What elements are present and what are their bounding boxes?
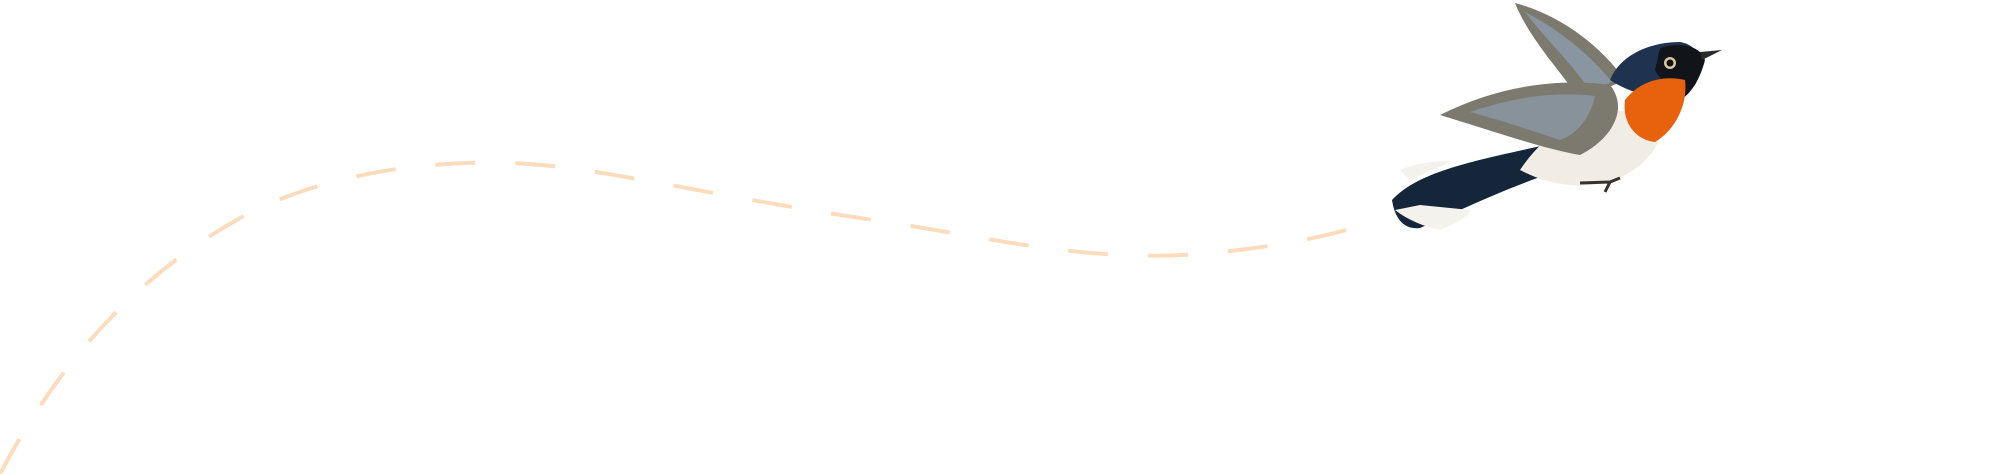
bird-throat — [1624, 78, 1686, 142]
bird-lower-wing-highlight — [1470, 94, 1595, 140]
bird-upper-wing-highlight — [1525, 12, 1612, 90]
bird-tail-tip — [1395, 161, 1470, 230]
bird-foot — [1579, 176, 1621, 193]
bird-beak — [1700, 50, 1722, 60]
bird-eye — [1666, 59, 1674, 67]
bird-icon — [1392, 3, 1722, 230]
bird-belly — [1520, 110, 1665, 186]
dashed-flight-path — [0, 160, 1361, 474]
